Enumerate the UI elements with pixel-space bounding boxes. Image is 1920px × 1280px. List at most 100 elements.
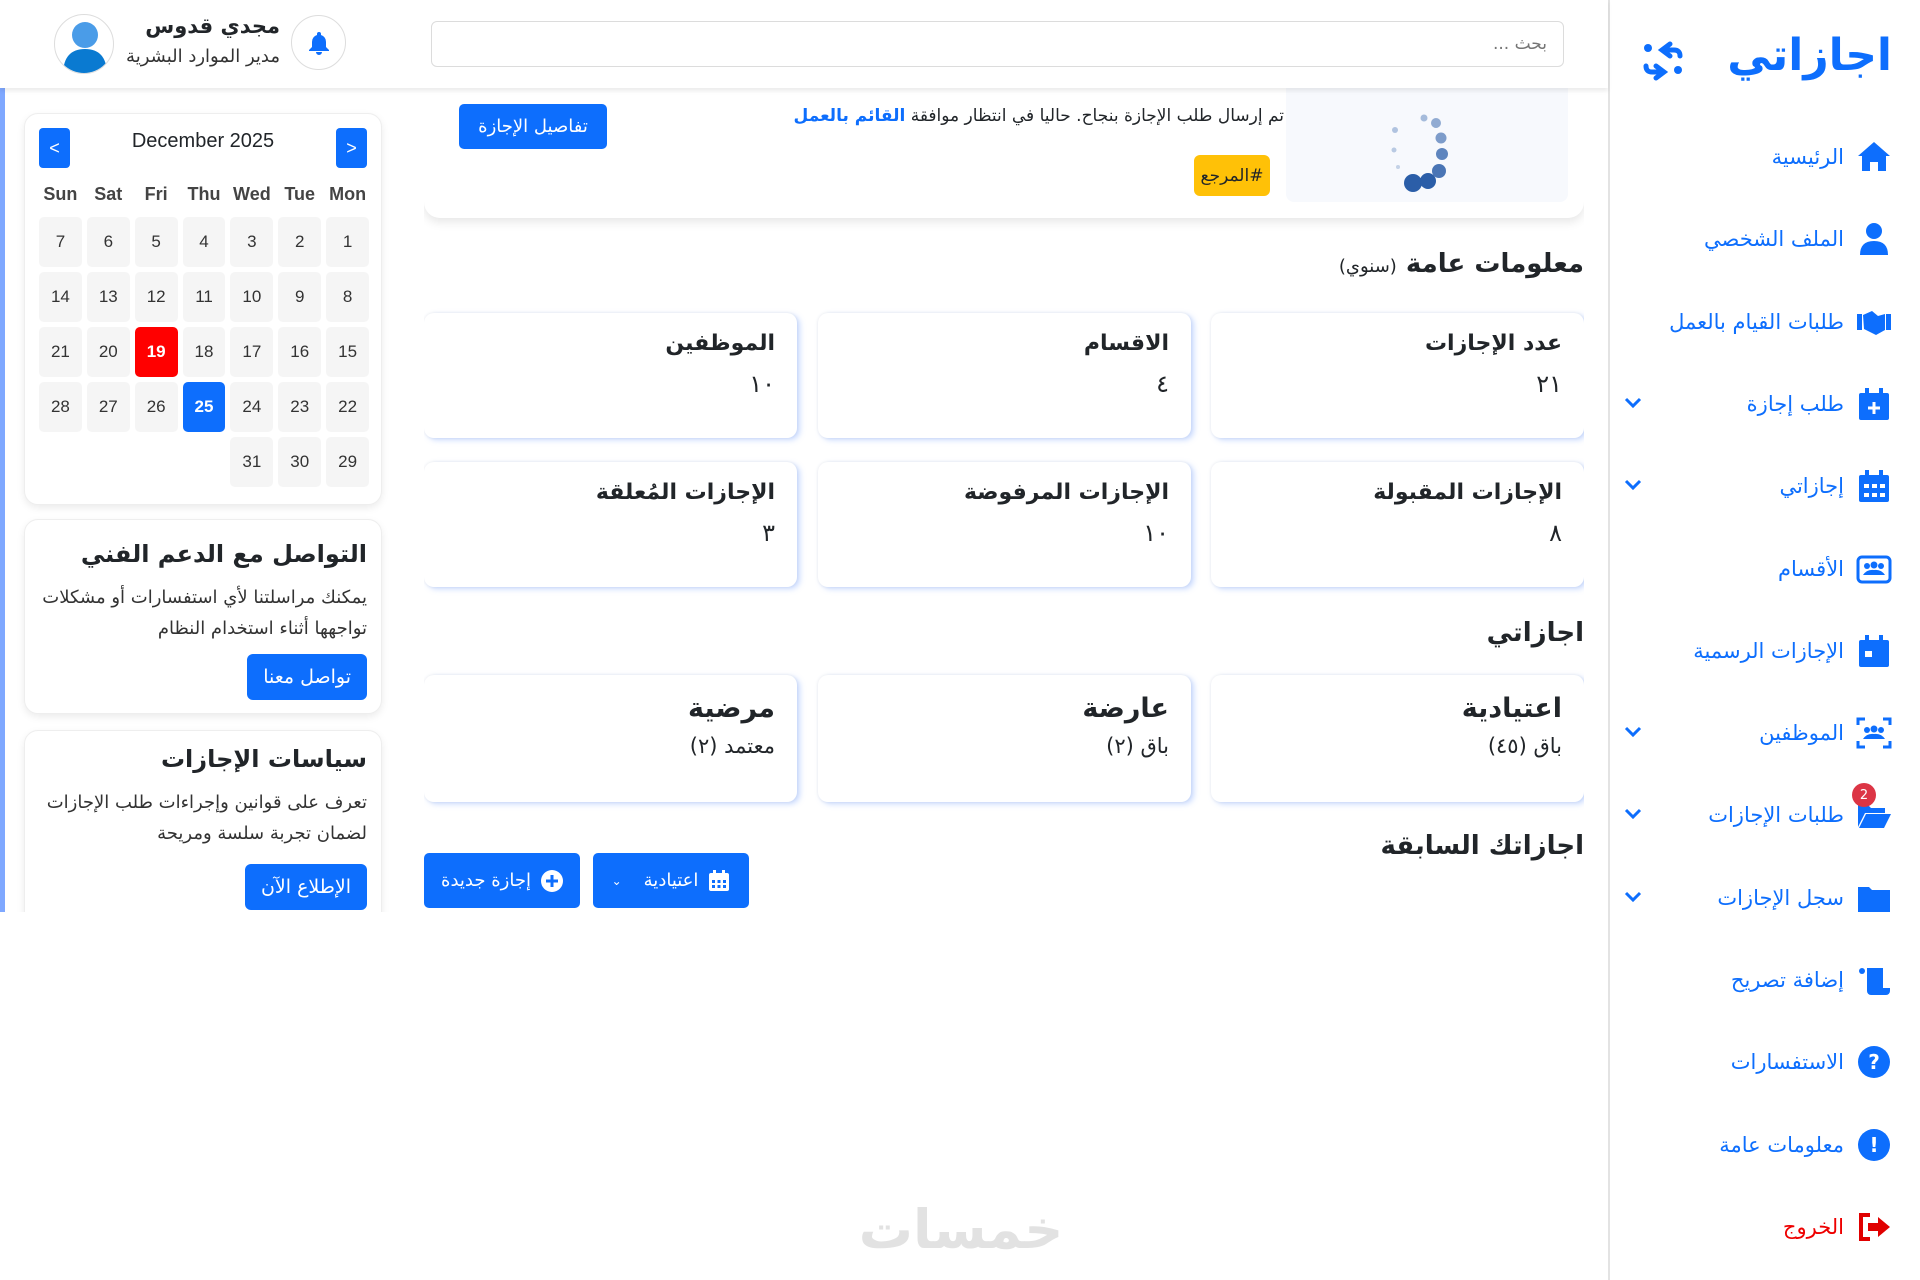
- calendar-day[interactable]: 15: [326, 327, 369, 377]
- sidebar-item-label: الإجازات الرسمية: [1693, 638, 1844, 663]
- weekday-header: Fri: [144, 184, 168, 204]
- calendar-day[interactable]: 2: [278, 217, 322, 267]
- chevron-down-icon[interactable]: [1622, 802, 1644, 824]
- calendar-day[interactable]: 3: [230, 217, 274, 267]
- calendar-day[interactable]: 10: [230, 272, 274, 322]
- calendar-day[interactable]: 16: [278, 327, 322, 377]
- calendar-day[interactable]: 5: [134, 217, 178, 267]
- calendar-day[interactable]: 19: [134, 327, 178, 377]
- sidebar: اجازاتي الرئيسية الملف الشخصي طلبات القيام…: [1608, 0, 1920, 1280]
- leave-balance: معتمد (٢): [689, 734, 775, 758]
- sidebar-item-3[interactable]: طلبات القيام بالعمل: [1622, 297, 1892, 347]
- status-text: تم إرسال طلب الإجازة بنجاح. حاليا في انت…: [910, 106, 1284, 126]
- sidebar-item-5[interactable]: إجازاتي: [1622, 461, 1892, 511]
- sidebar-item-8[interactable]: الموظفين: [1622, 708, 1892, 758]
- sidebar-item-4[interactable]: طلب إجازة: [1622, 379, 1892, 429]
- calendar-day[interactable]: 28: [39, 382, 82, 432]
- leave-balance-card[interactable]: اعتيادية باق (٤٥): [1211, 675, 1584, 802]
- sidebar-item-6[interactable]: الأقسام: [1622, 544, 1892, 594]
- calendar-day[interactable]: 13: [86, 272, 130, 322]
- sidebar-item-2[interactable]: الملف الشخصي: [1622, 214, 1892, 264]
- question-circle-icon: ?: [1856, 1044, 1892, 1080]
- calendar-prev-button[interactable]: <: [39, 128, 70, 168]
- logout-icon: [1856, 1209, 1892, 1245]
- leave-type-selected: اعتيادية: [643, 870, 699, 891]
- brand-logo: اجازاتي: [1727, 30, 1892, 81]
- toggle-sidebar-icon[interactable]: [1640, 38, 1686, 84]
- contact-us-button[interactable]: تواصل معنا: [247, 654, 367, 700]
- weekday-header: Mon: [329, 184, 367, 204]
- chevron-down-icon[interactable]: [1622, 391, 1644, 413]
- sidebar-item-14[interactable]: الخروج: [1622, 1202, 1892, 1252]
- leave-type-filter-dropdown[interactable]: اعتيادية ⌄: [593, 853, 749, 908]
- chevron-down-icon[interactable]: [1622, 473, 1644, 495]
- bell-icon: [308, 31, 329, 55]
- sidebar-item-label: الخروج: [1782, 1214, 1844, 1239]
- avatar[interactable]: [54, 14, 114, 74]
- sidebar-item-13[interactable]: ! معلومات عامة: [1622, 1120, 1892, 1170]
- leave-balance-card[interactable]: عارضة باق (٢): [818, 675, 1191, 802]
- policies-card: سياسات الإجازات تعرف على قوانين وإجراءات…: [24, 730, 382, 912]
- exclamation-circle-icon: !: [1856, 1127, 1892, 1163]
- calendar-day[interactable]: 26: [134, 382, 178, 432]
- calendar-day[interactable]: 29: [326, 437, 369, 487]
- calendar-day[interactable]: 25: [182, 382, 226, 432]
- search-input[interactable]: [431, 21, 1564, 67]
- calendar-day[interactable]: 7: [39, 217, 82, 267]
- support-title: التواصل مع الدعم الفني: [80, 540, 367, 568]
- reference-badge: #المرجع: [1194, 155, 1270, 196]
- sidebar-item-10[interactable]: سجل الإجازات: [1622, 873, 1892, 923]
- calendar-day[interactable]: 30: [278, 437, 322, 487]
- calendar-day[interactable]: 22: [326, 382, 369, 432]
- calendar-day[interactable]: 11: [182, 272, 226, 322]
- main-content: تم إرسال طلب الإجازة بنجاح. حاليا في انت…: [424, 0, 1584, 912]
- calendar-icon: [709, 869, 730, 891]
- calendar-day[interactable]: 14: [39, 272, 82, 322]
- calendar-day[interactable]: 18: [182, 327, 226, 377]
- calendar-grid: Mon Tue Wed Thu Fri Sat Sun 1 2 3 4 5 6 7 8 9 10 11 12 13 14…: [39, 184, 369, 487]
- calendar-day[interactable]: 6: [86, 217, 130, 267]
- calendar-day[interactable]: 8: [326, 272, 369, 322]
- calendar-day[interactable]: 27: [86, 382, 130, 432]
- notification-badge: 2: [1852, 783, 1876, 808]
- sidebar-item-7[interactable]: الإجازات الرسمية: [1622, 626, 1892, 676]
- calendar-day[interactable]: 23: [278, 382, 322, 432]
- leave-type: مرضية: [688, 693, 775, 724]
- leave-balance: باق (٢): [1106, 734, 1169, 758]
- leave-balance-card[interactable]: مرضية معتمد (٢): [424, 675, 797, 802]
- watermark-logo: خمسات: [858, 1198, 1064, 1261]
- calendar-day[interactable]: 1: [326, 217, 369, 267]
- sidebar-item-label: الرئيسية: [1771, 145, 1844, 169]
- leave-type: اعتيادية: [1461, 693, 1562, 724]
- leave-details-button[interactable]: تفاصيل الإجازة: [459, 104, 607, 149]
- stat-card: الإجازات المقبولة ٨: [1211, 462, 1584, 587]
- sidebar-item-11[interactable]: إضافة تصريح: [1622, 955, 1892, 1005]
- calendar-day[interactable]: 12: [134, 272, 178, 322]
- read-now-button[interactable]: الإطلاع الآن: [244, 864, 367, 910]
- stat-label: الإجازات المُعلقة: [595, 480, 775, 505]
- notifications-button[interactable]: [291, 15, 346, 70]
- new-leave-button[interactable]: إجازة جديدة: [424, 853, 580, 908]
- stat-label: الموظفين: [665, 331, 775, 356]
- sidebar-item-label: طلب إجازة: [1746, 391, 1844, 416]
- calendar-day[interactable]: 24: [230, 382, 274, 432]
- chevron-down-icon: ⌄: [611, 873, 622, 888]
- chevron-down-icon[interactable]: [1622, 885, 1644, 907]
- calendar-day[interactable]: 17: [230, 327, 274, 377]
- calendar-next-button[interactable]: >: [336, 128, 367, 168]
- calendar-day[interactable]: 9: [278, 272, 322, 322]
- chevron-down-icon[interactable]: [1622, 720, 1644, 742]
- general-info-title: معلومات عامة: [1405, 249, 1584, 279]
- sidebar-item-12[interactable]: ? الاستفسارات: [1622, 1037, 1892, 1087]
- calendar-day[interactable]: 4: [182, 217, 226, 267]
- calendar-day[interactable]: 21: [39, 327, 82, 377]
- sidebar-item-9[interactable]: 2 طلبات الإجازات: [1622, 783, 1892, 840]
- spinner-icon: [1391, 114, 1448, 192]
- stat-value: ١٠: [1143, 519, 1169, 547]
- calendar-day[interactable]: 20: [86, 327, 130, 377]
- calendar-day[interactable]: 31: [230, 437, 274, 487]
- stat-value: ١٠: [749, 370, 775, 398]
- folder-icon: [1856, 880, 1892, 916]
- sidebar-item-1[interactable]: الرئيسية: [1622, 132, 1892, 182]
- users-viewfinder-icon: [1856, 715, 1892, 751]
